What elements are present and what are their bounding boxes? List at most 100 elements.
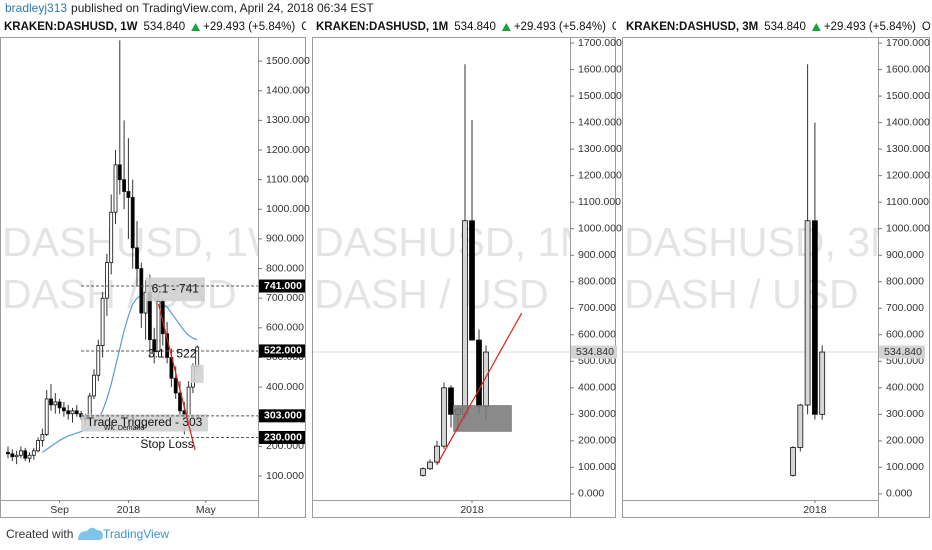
chart-title-row: KRAKEN:DASHUSD, 1W 534.840 +29.493 (+5.84%… [4, 21, 342, 33]
zone [190, 364, 204, 383]
tradingview-logo[interactable]: TradingView [78, 527, 169, 541]
watermark: DASHUSD, 1W [2, 219, 287, 265]
y-tick-label: 600.000 [578, 329, 616, 341]
candle-body [173, 377, 178, 394]
open-value: O:470.7 [301, 21, 342, 33]
footer-created: Created with [6, 527, 73, 541]
change: +29.493 (+5.84%) [203, 21, 295, 33]
candle-body [18, 450, 23, 456]
plot-area: DASHUSD, 3M DASH / USD [623, 64, 878, 477]
candle-body [427, 461, 433, 470]
y-tick-label: 900.000 [886, 249, 924, 261]
candle-body [113, 164, 118, 213]
logo-cloud [78, 527, 103, 540]
footer-brand[interactable]: TradingView [103, 527, 169, 541]
zone [145, 277, 205, 302]
y-tick-label: 300.000 [578, 408, 616, 420]
trendline [157, 303, 196, 451]
level-tag [259, 430, 305, 444]
candle-body [70, 410, 75, 415]
y-tick-label: 400.000 [886, 382, 924, 394]
candle-body [469, 220, 475, 341]
level-tag-label: 303.000 [264, 410, 302, 422]
y-tick-label: 400.000 [578, 382, 616, 394]
open-value: O:303.8 [612, 21, 653, 33]
candle-body [36, 440, 40, 452]
y-tick-label: 1200.000 [266, 144, 310, 156]
candle-body [130, 197, 135, 249]
y-tick-label: 300.000 [886, 408, 924, 420]
y-tick-label: 0.000 [578, 488, 604, 500]
trendline [436, 312, 523, 466]
last-price: 534.840 [454, 21, 496, 33]
author[interactable]: bradleyj313 [5, 1, 67, 15]
candle-body [790, 447, 796, 476]
change: +29.493 (+5.84%) [824, 21, 916, 33]
candle-body [74, 410, 79, 415]
candle-body [14, 454, 19, 458]
y-tick-label: 800.000 [578, 276, 616, 288]
y-tick-label: 1600.000 [578, 63, 622, 75]
y-tick-label: 700.000 [886, 302, 924, 314]
candle-body [804, 220, 811, 406]
y-tick-label: 1100.000 [578, 196, 621, 208]
y-tick-label: 200.000 [886, 435, 924, 447]
annotation: 522 [176, 347, 196, 361]
level-tag-label: 230.000 [264, 431, 302, 443]
y-tick-label: 1300.000 [578, 143, 622, 155]
y-tick-label: 100.000 [578, 461, 616, 473]
last-price: 534.840 [144, 21, 186, 33]
candle-body [139, 268, 144, 314]
candle-body [126, 191, 131, 198]
y-tick-label: 1700.000 [578, 37, 622, 49]
chart-title-row: KRAKEN:DASHUSD, 3M 534.840 +29.493 (+5.84%… [626, 21, 932, 33]
moving-average [42, 293, 198, 453]
candle-body [6, 451, 10, 455]
zone-label: 6:1 - 741 [152, 281, 200, 295]
level-tag [259, 279, 305, 293]
candle-body [819, 351, 826, 415]
zone-label: Trade Triggered - 303 [87, 415, 203, 429]
symbol: KRAKEN:DASHUSD, 1W [4, 21, 138, 33]
x-tick-label: 2018 [117, 504, 141, 516]
last-price-tag-label: 534.840 [884, 346, 922, 358]
y-tick-label: 1600.000 [886, 63, 930, 75]
level-tag-label: 522.000 [264, 345, 302, 357]
x-tick-label: 2018 [803, 504, 827, 516]
candle-body [797, 404, 804, 448]
open-value: O:303.8 [922, 21, 932, 33]
y-tick-label: 1500.000 [578, 90, 622, 102]
y-tick-label: 800.000 [886, 276, 924, 288]
level-tag-label: 741.000 [264, 280, 302, 292]
candle-body [40, 434, 45, 441]
candle-body [135, 247, 139, 269]
watermark: DASH / USD [624, 271, 859, 317]
candle-body [100, 297, 105, 347]
zone [81, 414, 208, 432]
y-tick-label: 1700.000 [886, 37, 930, 49]
candle-body [31, 450, 36, 456]
y-tick-label: 600.000 [886, 329, 924, 341]
up-arrow-icon [191, 23, 201, 31]
y-tick-label: 200.000 [578, 435, 616, 447]
symbol: KRAKEN:DASHUSD, 1M [316, 21, 448, 33]
chart-title-row: KRAKEN:DASHUSD, 1M 534.840 +29.493 (+5.84%… [316, 21, 653, 33]
annotation: Stop Loss [140, 437, 193, 451]
y-tick-label: 100.000 [886, 461, 924, 473]
candle-body [96, 345, 101, 376]
x-tick-label: 2018 [460, 504, 484, 516]
y-tick-label: 700.000 [266, 292, 304, 304]
y-tick-label: 1000.000 [266, 203, 310, 215]
candle-body [92, 374, 96, 397]
candle-body [462, 220, 468, 415]
last-price-tag [571, 345, 617, 359]
y-tick-label: 1500.000 [266, 55, 310, 67]
y-tick-label: 1400.000 [886, 116, 930, 128]
y-tick-label: 1400.000 [266, 85, 310, 97]
chart-panel: 0.000100.000200.000300.000400.000500.000… [622, 37, 930, 518]
candle-body [448, 387, 454, 415]
x-tick-label: May [196, 504, 217, 516]
